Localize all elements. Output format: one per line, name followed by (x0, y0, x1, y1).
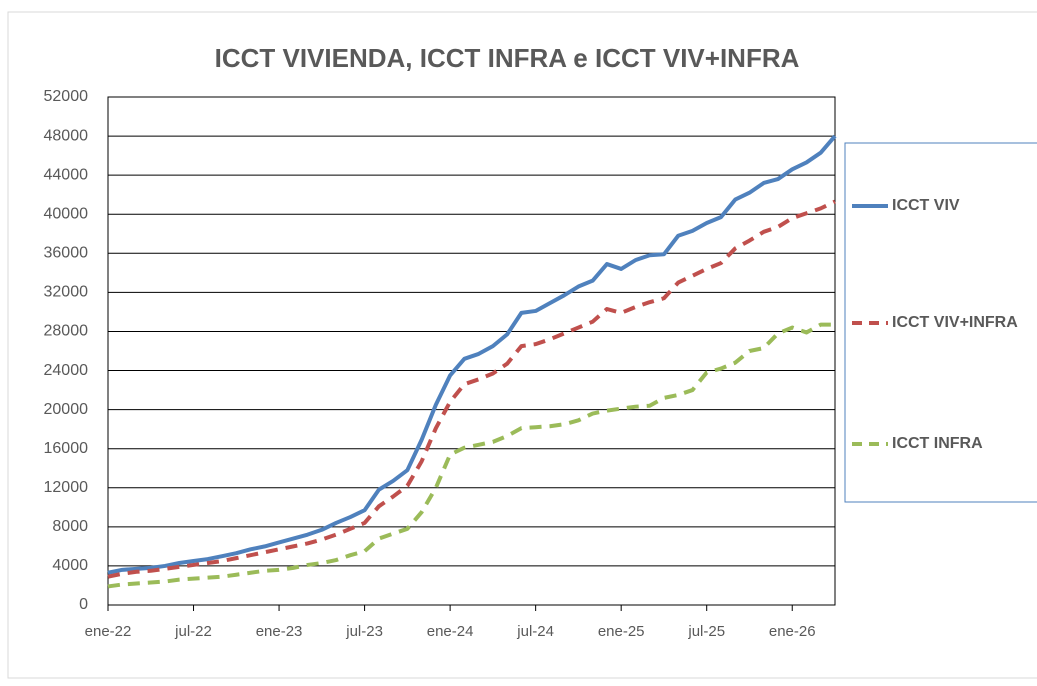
x-tick-label: jul-22 (174, 623, 212, 640)
y-tick-label: 48000 (44, 127, 89, 144)
legend-label: ICCT VIV (892, 197, 960, 214)
legend-label: ICCT VIV+INFRA (892, 314, 1018, 331)
x-tick-label: ene-23 (256, 623, 303, 640)
y-tick-label: 32000 (44, 284, 89, 301)
y-tick-label: 40000 (44, 205, 89, 222)
plot-border (107, 96, 836, 606)
y-tick-label: 44000 (44, 166, 89, 183)
y-tick-label: 36000 (44, 245, 89, 262)
x-tick-label: ene-26 (769, 623, 816, 640)
x-tick-label: jul-25 (687, 623, 725, 640)
y-tick-label: 20000 (44, 401, 89, 418)
y-tick-label: 28000 (44, 323, 89, 340)
y-tick-label: 24000 (44, 362, 89, 379)
x-tick-label: ene-22 (85, 623, 132, 640)
y-tick-label: 8000 (52, 518, 88, 535)
series-line (107, 322, 835, 589)
series-line (107, 199, 836, 579)
y-tick-label: 16000 (44, 440, 89, 457)
y-tick-label: 0 (79, 596, 88, 613)
x-tick-label: ene-24 (427, 623, 474, 640)
x-tick-label: ene-25 (598, 623, 645, 640)
x-tick-label: jul-24 (516, 623, 554, 640)
chart-title: ICCT VIVIENDA, ICCT INFRA e ICCT VIV+INF… (215, 43, 800, 73)
x-tick-label: jul-23 (345, 623, 383, 640)
y-tick-label: 52000 (44, 88, 89, 105)
legend-label: ICCT INFRA (892, 435, 983, 452)
y-tick-label: 4000 (52, 557, 88, 574)
y-tick-label: 12000 (44, 479, 89, 496)
series-line (107, 134, 837, 575)
